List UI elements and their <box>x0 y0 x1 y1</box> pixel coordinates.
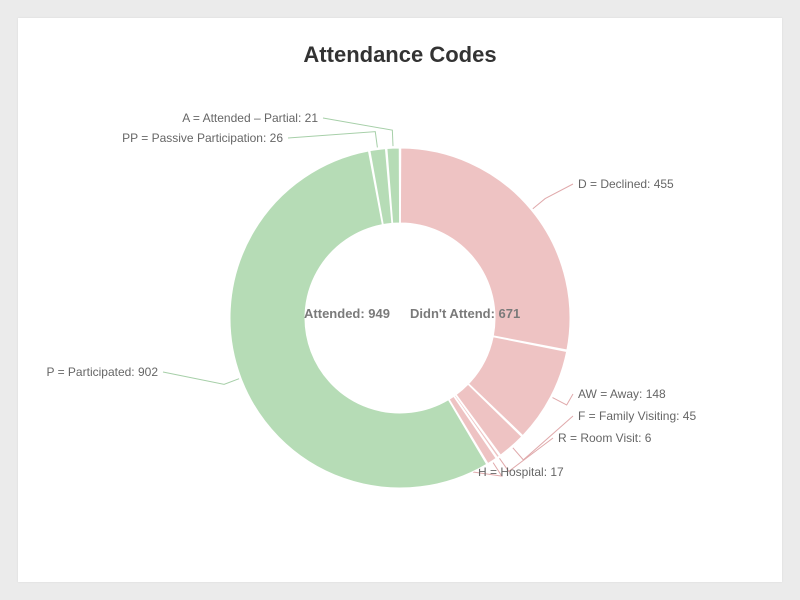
leader-A <box>323 118 393 146</box>
leader-D <box>533 184 573 209</box>
page-root: Attendance Codes D = Declined: 455AW = A… <box>0 0 800 600</box>
label-F: F = Family Visiting: 45 <box>578 409 696 423</box>
label-PP: PP = Passive Participation: 26 <box>122 131 283 145</box>
label-A: A = Attended – Partial: 21 <box>182 111 318 125</box>
leader-AW <box>552 394 573 405</box>
sum-label-didnt-attend: Didn't Attend: 671 <box>410 306 520 321</box>
label-R: R = Room Visit: 6 <box>558 431 652 445</box>
leader-P <box>163 372 239 384</box>
label-AW: AW = Away: 148 <box>578 387 666 401</box>
label-D: D = Declined: 455 <box>578 177 674 191</box>
label-P: P = Participated: 902 <box>46 365 158 379</box>
chart-card: Attendance Codes D = Declined: 455AW = A… <box>18 18 782 582</box>
leader-PP <box>288 132 377 148</box>
label-H: H = Hospital: 17 <box>478 465 564 479</box>
donut-chart: D = Declined: 455 AW = Away: 148 F = Famil… <box>18 18 782 582</box>
sum-label-attended: Attended: 949 <box>304 306 390 321</box>
